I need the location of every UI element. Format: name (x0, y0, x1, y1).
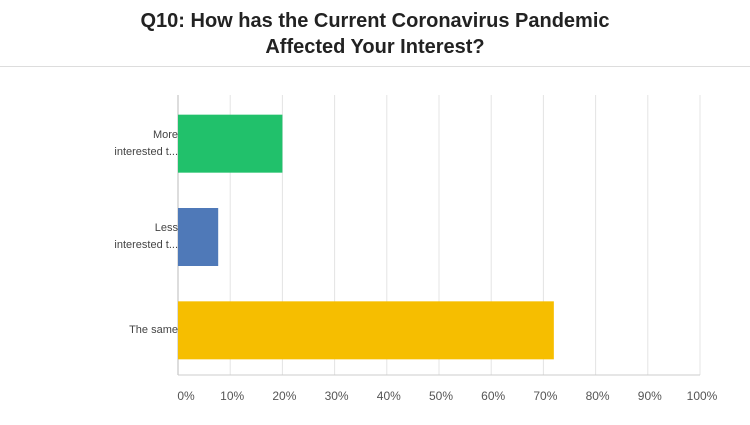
y-tick-label: The same (129, 323, 178, 336)
bar (178, 114, 283, 173)
x-tick-label: 40% (377, 389, 401, 403)
x-tick-label: 90% (638, 389, 662, 403)
divider (0, 66, 750, 67)
x-tick-label: 30% (325, 389, 349, 403)
x-tick-label: 10% (220, 389, 244, 403)
y-tick-label: More interested t... (114, 128, 178, 158)
y-tick-label: Less interested t... (114, 222, 178, 251)
x-tick-label: 20% (272, 389, 296, 403)
bar (178, 301, 554, 360)
x-tick-label: 70% (533, 389, 557, 403)
title-box: Q10: How has the Current Coronavirus Pan… (0, 8, 750, 60)
x-tick-label: 80% (586, 389, 610, 403)
chart-title: Q10: How has the Current Coronavirus Pan… (140, 10, 610, 58)
x-tick-label: 50% (429, 389, 453, 403)
x-tick-label: 60% (481, 389, 505, 403)
bar (178, 208, 219, 266)
x-tick-label: 0% (177, 389, 195, 403)
x-tick-label: 100% (687, 389, 718, 403)
